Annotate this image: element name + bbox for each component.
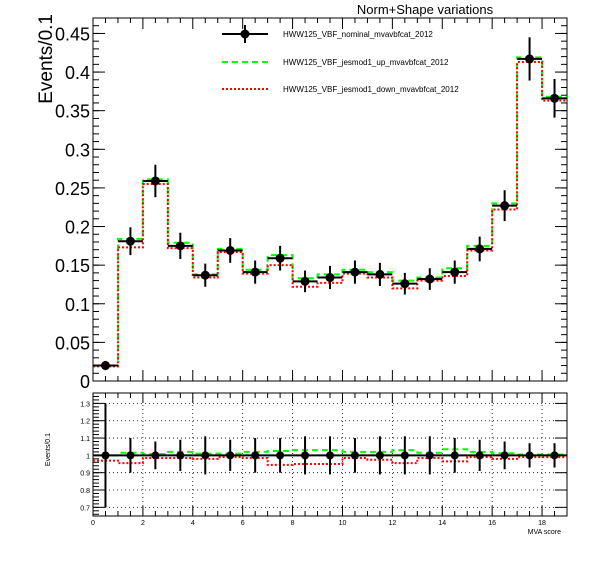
data-point <box>326 451 334 460</box>
y-tick-label: 0.15 <box>55 256 90 276</box>
legend-label: HWW125_VBF_nominal_mvavbfcat_2012 <box>283 30 433 39</box>
x-tick-label: 12 <box>388 520 396 527</box>
series-jesmod1-up <box>93 56 567 367</box>
x-tick-label: 8 <box>291 520 295 527</box>
x-tick-label: 16 <box>488 520 496 527</box>
data-point <box>525 54 535 64</box>
ratio-y-tick-label: 0.9 <box>80 471 90 478</box>
ratio-y-tick-label: 0.8 <box>80 488 90 495</box>
data-point <box>475 451 484 460</box>
data-point <box>350 267 360 277</box>
data-point <box>250 267 260 277</box>
x-tick-label: 10 <box>339 520 347 527</box>
legend-marker-nominal <box>240 29 250 39</box>
data-point <box>100 361 110 371</box>
data-point <box>125 236 135 246</box>
data-point <box>350 451 359 460</box>
ratio-y-tick-label: 1 <box>86 453 90 460</box>
data-point <box>276 451 285 460</box>
data-point <box>400 279 410 289</box>
data-point <box>251 451 260 460</box>
y-axis-label: Events/0.1 <box>36 14 57 104</box>
main-y-ticks: 0 0.05 0.1 0.15 0.2 0.25 0.3 0.35 0.4 0.45 <box>55 17 567 392</box>
data-point <box>176 451 185 460</box>
data-point <box>301 451 310 460</box>
ratio-y-ticks: 0.7 0.8 0.9 1 1.1 1.2 1.3 <box>80 395 567 515</box>
y-tick-label: 0.2 <box>65 218 90 238</box>
data-point <box>175 241 185 251</box>
ratio-x-ticks: 0 2 4 6 8 10 12 14 16 18 <box>91 393 568 527</box>
data-point <box>201 451 210 460</box>
ratio-y-tick-label: 1.1 <box>80 436 90 443</box>
data-point <box>325 273 335 283</box>
data-point <box>375 451 384 460</box>
data-point <box>226 451 235 460</box>
x-tick-label: 18 <box>538 520 546 527</box>
ratio-y-tick-label: 1.2 <box>80 419 90 426</box>
x-tick-label: 0 <box>91 520 95 527</box>
y-tick-label: 0.45 <box>55 24 90 44</box>
ratio-y-tick-label: 1.3 <box>80 401 90 408</box>
data-point <box>525 451 534 460</box>
legend-label: HWW125_VBF_jesmod1_up_mvavbfcat_2012 <box>283 58 449 67</box>
main-x-ticks <box>92 18 568 381</box>
data-point <box>550 451 559 460</box>
data-point <box>200 270 210 280</box>
y-tick-label: 0.05 <box>55 333 90 353</box>
main-panel: Norm+Shape variations Events/0.1 0 0.05 0.… <box>36 2 568 392</box>
data-point <box>150 176 160 186</box>
y-tick-label: 0.25 <box>55 179 90 199</box>
data-point <box>500 201 510 211</box>
data-point <box>225 245 235 255</box>
data-point <box>101 451 110 460</box>
y-tick-label: 0.4 <box>65 63 90 83</box>
x-tick-label: 14 <box>438 520 446 527</box>
data-point <box>375 269 385 279</box>
data-point <box>425 451 434 460</box>
y-tick-label: 0.1 <box>65 295 90 315</box>
main-series <box>93 37 567 371</box>
chart-title: Norm+Shape variations <box>357 2 494 17</box>
legend-label: HWW125_VBF_jesmod1_down_mvavbfcat_2012 <box>283 85 459 94</box>
x-tick-label: 2 <box>141 520 145 527</box>
data-point <box>400 451 409 460</box>
data-point <box>475 244 485 254</box>
y-tick-label: 0 <box>80 372 90 392</box>
x-axis-label: MVA score <box>528 529 561 536</box>
data-point <box>126 451 135 460</box>
ratio-jesmod1-down <box>93 456 567 466</box>
data-point <box>450 451 459 460</box>
y-tick-label: 0.3 <box>65 140 90 160</box>
data-point <box>300 276 310 286</box>
ratio-panel: Events/0.1 MVA score 0.7 0.8 0.9 1 1.1 1.2 1.3… <box>45 392 568 536</box>
data-point <box>151 451 160 460</box>
ratio-y-axis-label: Events/0.1 <box>45 433 52 466</box>
legend: HWW125_VBF_nominal_mvavbfcat_2012 HWW125_… <box>222 25 459 94</box>
series-jesmod1-down <box>93 61 567 368</box>
x-tick-label: 4 <box>191 520 195 527</box>
data-point <box>425 274 435 284</box>
ratio-y-tick-label: 0.7 <box>80 505 90 512</box>
ratio-series <box>93 403 567 508</box>
x-tick-label: 6 <box>241 520 245 527</box>
data-point <box>550 93 560 103</box>
main-frame <box>92 17 568 382</box>
data-point <box>275 253 285 263</box>
data-point <box>500 451 509 460</box>
y-tick-label: 0.35 <box>55 102 90 122</box>
data-point <box>450 267 460 277</box>
